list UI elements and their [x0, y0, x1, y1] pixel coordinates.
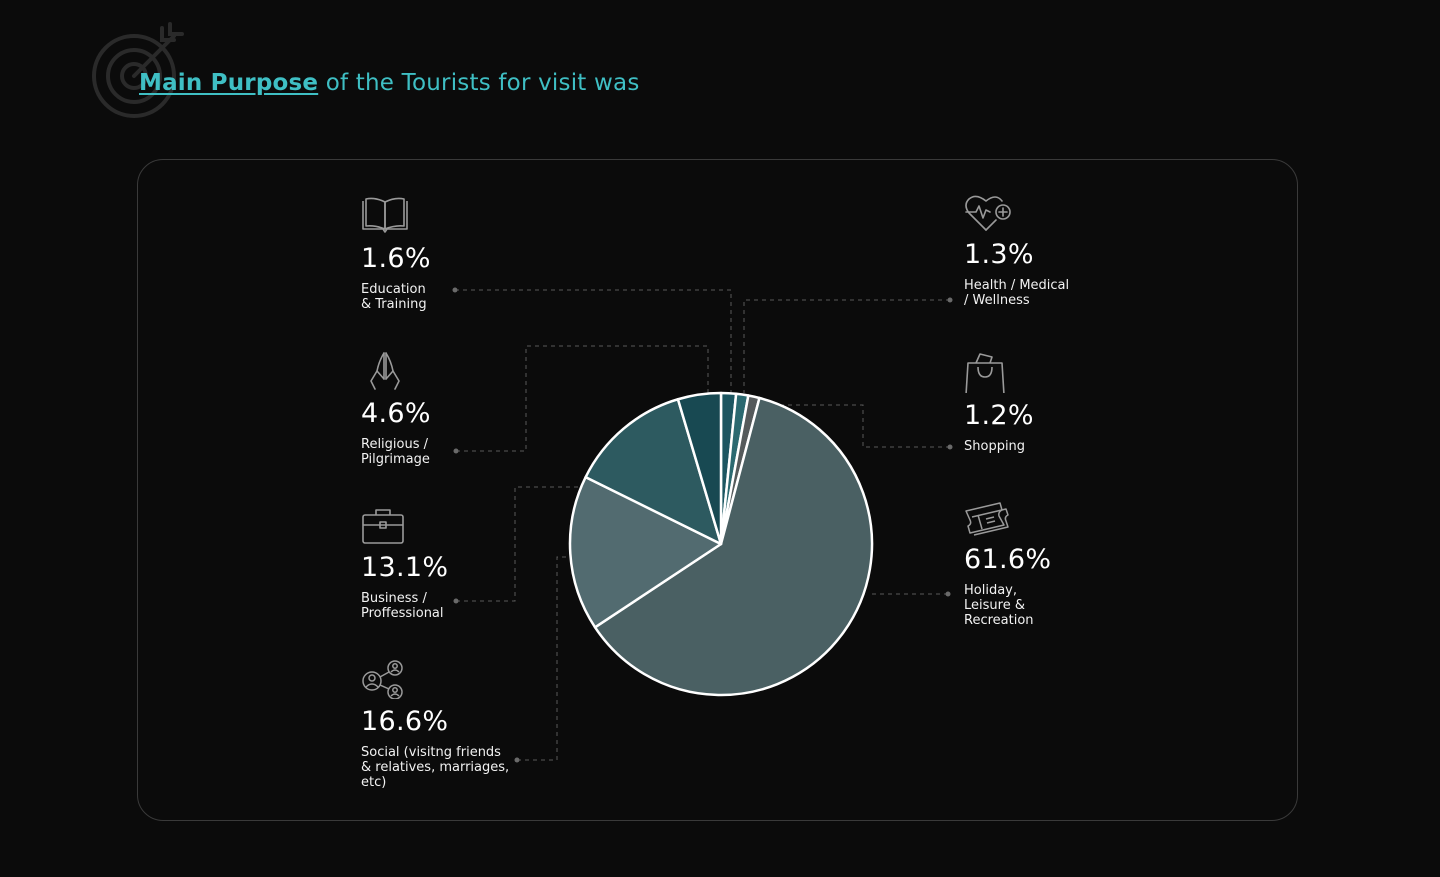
education-label: Education & Training: [361, 281, 427, 312]
category-business: 13.1% Business / Proffessional: [361, 505, 448, 621]
pie-slice-holiday: [593, 396, 874, 697]
target-arrow-icon: [92, 22, 184, 118]
book-icon: [362, 197, 408, 233]
connector-education: [455, 289, 732, 393]
pie-slice-business: [584, 398, 723, 546]
category-shopping: 1.2% Shopping: [964, 353, 1034, 454]
category-holiday: 61.6% Holiday, Leisure & Recreation: [964, 497, 1051, 628]
title-rest: of the Tourists for visit was: [318, 70, 640, 96]
shopping-percent: 1.2%: [964, 400, 1034, 431]
holiday-percent: 61.6%: [964, 544, 1052, 575]
connector-dot-social: [514, 757, 520, 763]
pie-slice-social: [568, 475, 723, 629]
social-label: Social (visitng friends & relatives, mar…: [361, 744, 510, 790]
connector-dot-shopping: [947, 444, 953, 450]
connector-business: [456, 486, 680, 602]
connector-shopping: [778, 404, 950, 448]
health-percent: 1.3%: [964, 239, 1034, 270]
pie-slices: [568, 391, 874, 697]
connector-dot-education: [452, 287, 458, 293]
connector-dot-religious: [453, 448, 459, 454]
religious-percent: 4.6%: [361, 398, 431, 429]
category-social: 16.6% Social (visitng friends & relative…: [361, 659, 509, 790]
network-people-icon: [362, 660, 403, 700]
business-label: Business / Proffessional: [361, 590, 444, 621]
social-percent: 16.6%: [361, 706, 449, 737]
title-highlight: Main Purpose: [139, 70, 319, 96]
heart-pulse-icon: [965, 195, 1011, 231]
category-religious: 4.6% Religious / Pilgrimage: [361, 351, 431, 467]
connector-health: [743, 299, 950, 393]
shopping-label: Shopping: [964, 438, 1026, 454]
health-label: Health / Medical / Wellness: [964, 277, 1070, 308]
tickets-icon: [965, 502, 1009, 536]
praying-hands-icon: [370, 352, 400, 390]
shopping-bag-icon: [965, 353, 1005, 396]
connector-dot-health: [947, 297, 953, 303]
education-percent: 1.6%: [361, 243, 431, 274]
connector-dot-business: [453, 598, 459, 604]
religious-label: Religious / Pilgrimage: [361, 436, 430, 467]
page-title: Main Purpose of the Tourists for visit w…: [139, 70, 640, 96]
briefcase-icon: [362, 509, 404, 544]
category-health: 1.3% Health / Medical / Wellness: [964, 192, 1069, 308]
business-percent: 13.1%: [361, 552, 449, 583]
pie-slice-religious: [676, 391, 723, 546]
connector-dots: [452, 287, 953, 763]
holiday-label: Holiday, Leisure & Recreation: [964, 582, 1034, 628]
connector-dot-holiday: [945, 591, 951, 597]
category-education: 1.6% Education & Training: [361, 196, 431, 312]
chart-card: [137, 159, 1298, 821]
